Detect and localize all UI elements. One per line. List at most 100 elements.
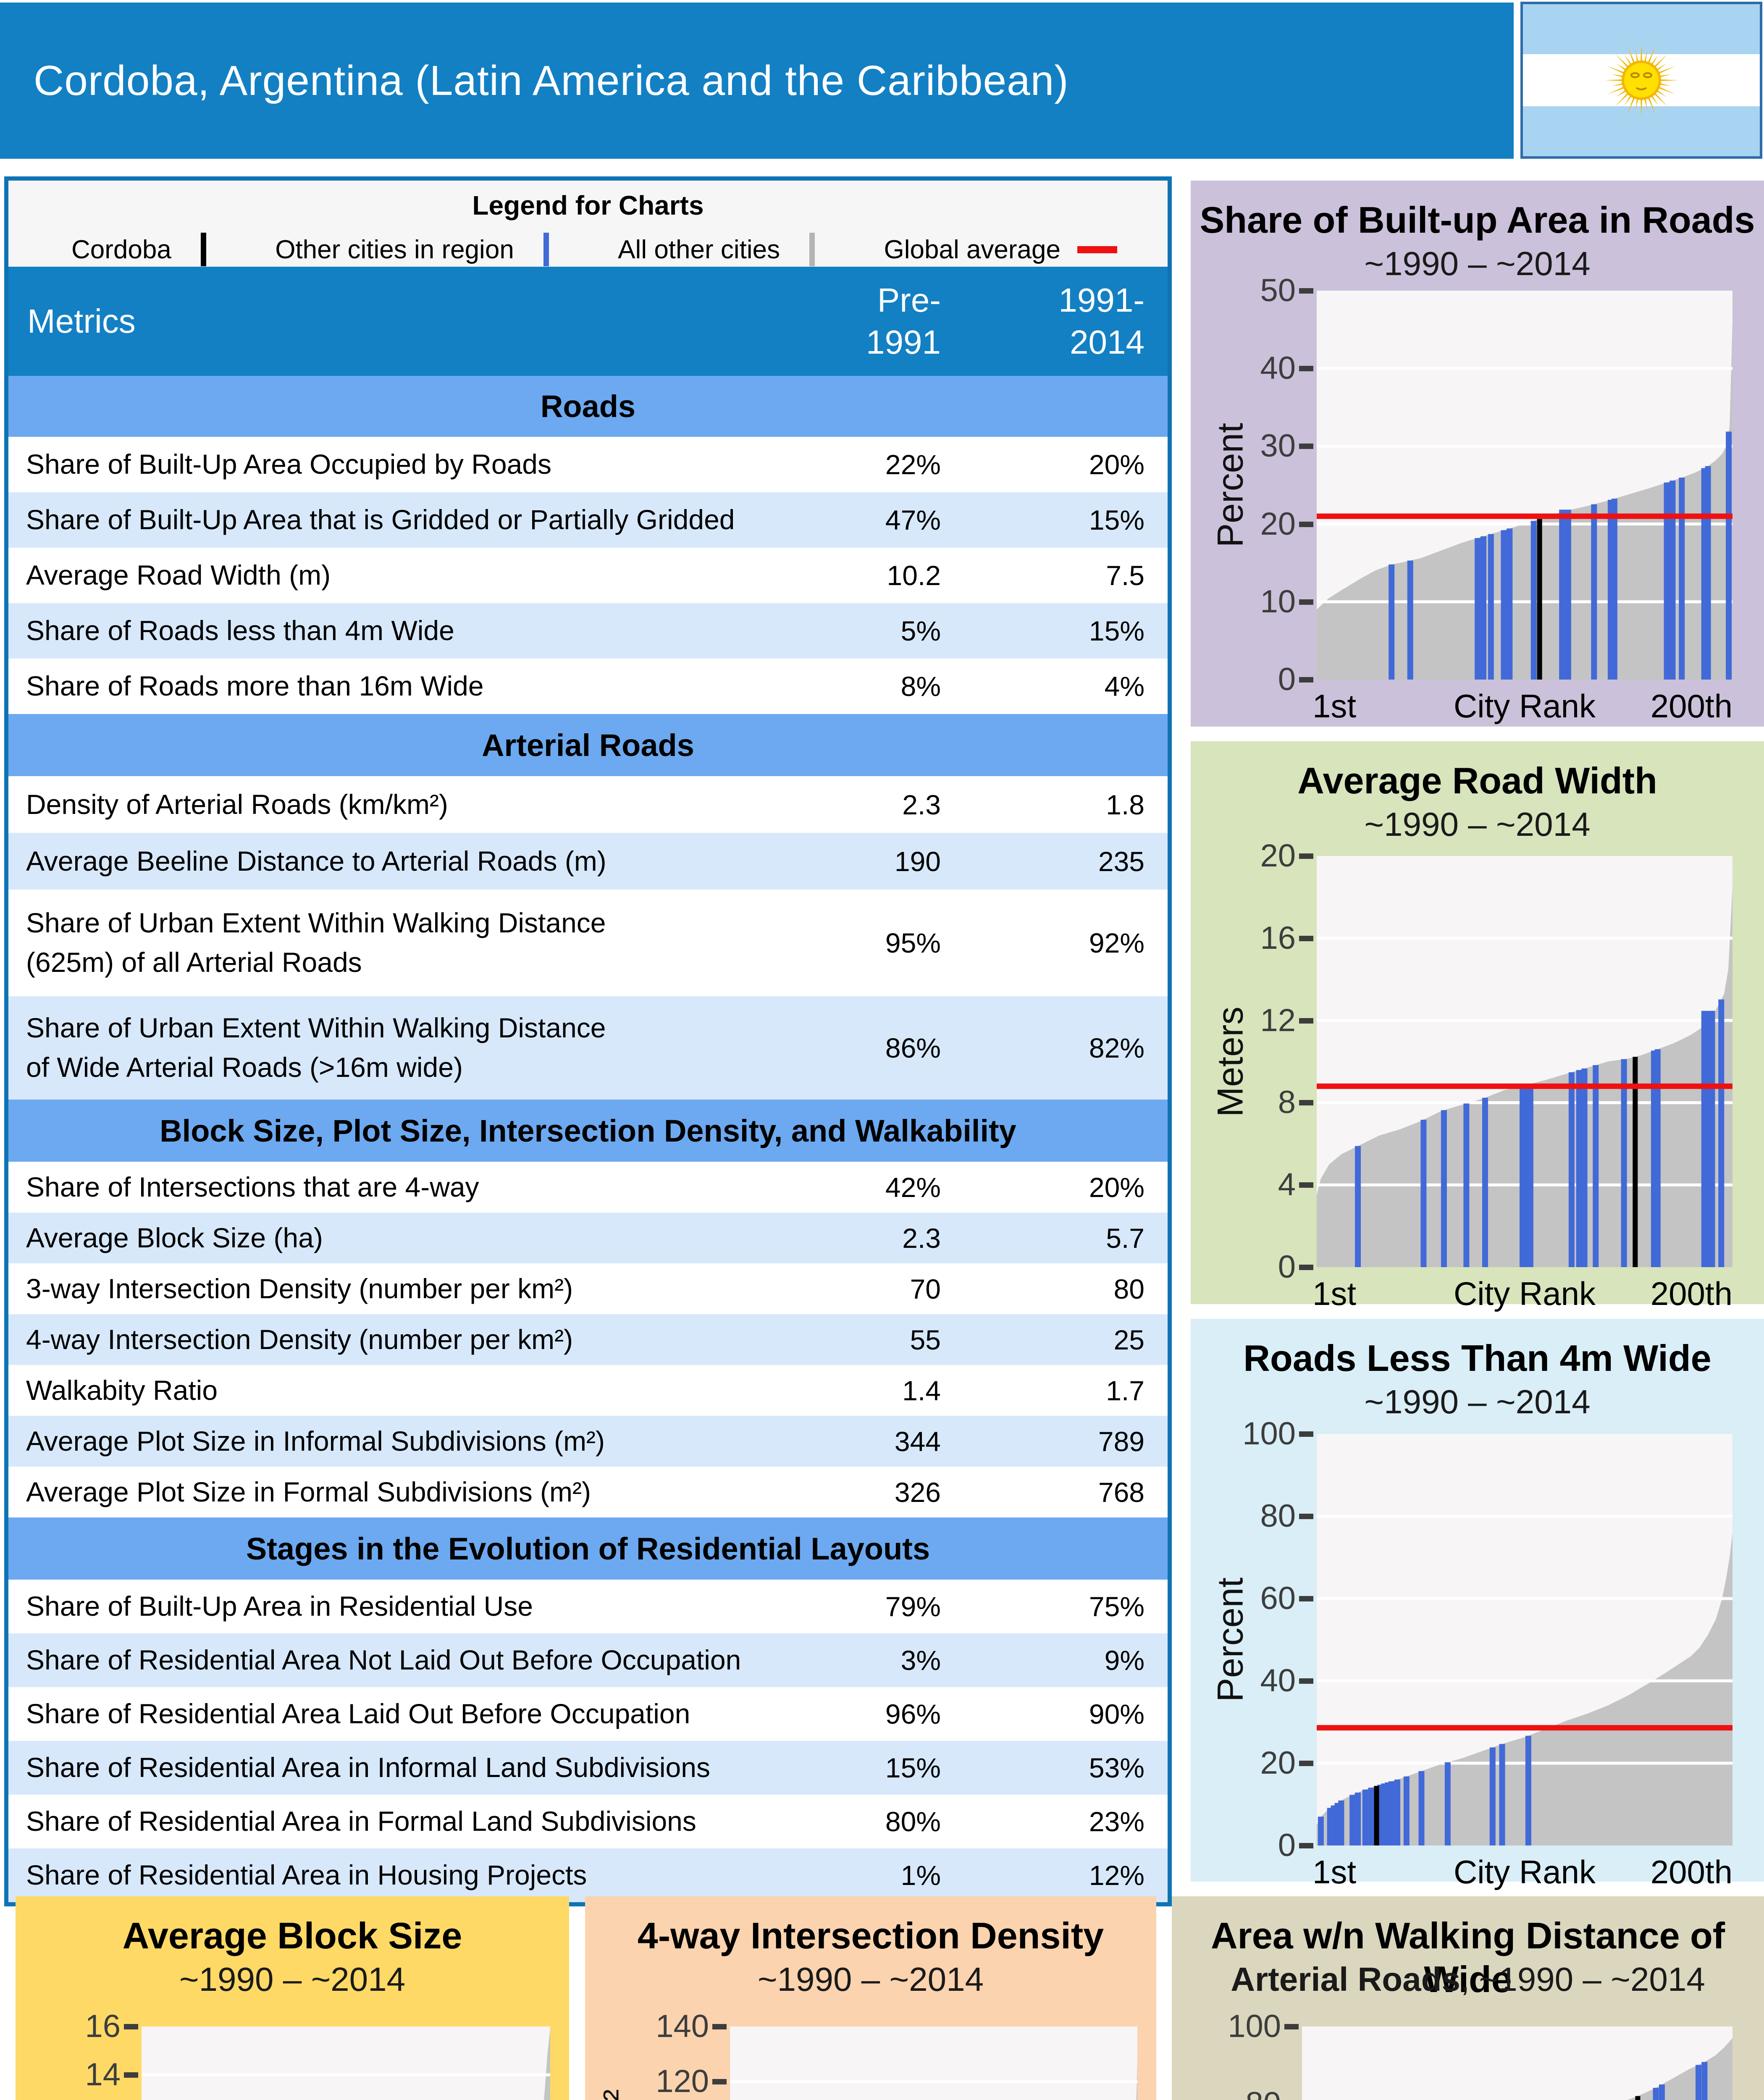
column-header-pre-1991: Pre- 1991 [866, 281, 941, 361]
y-tick-mark [1299, 599, 1313, 605]
metric-value-1991-2014: 768 [1098, 1476, 1144, 1508]
metric-label: Average Block Size (ha) [26, 1222, 323, 1253]
section-header: Block Size, Plot Size, Intersection Dens… [8, 1100, 1168, 1162]
chart-subtitle: ~1990 – ~2014 [757, 1961, 984, 1998]
chart-panel-4-way-intersection-density: 4-way Intersection Density~1990 – ~2014N… [585, 1896, 1156, 2100]
metric-value-pre-1991: 55 [910, 1324, 941, 1355]
metric-label: Share of Built-Up Area that is Gridded o… [26, 504, 735, 536]
metric-value-1991-2014: 15% [1089, 504, 1144, 536]
metric-value-1991-2014: 20% [1089, 449, 1144, 480]
metric-value-1991-2014: 53% [1089, 1752, 1144, 1783]
rank-distribution-plot-share-built-up-area-in-roads [1317, 291, 1732, 680]
metric-value-1991-2014: 5.7 [1106, 1222, 1144, 1254]
legend-label: Global average [884, 235, 1061, 264]
table-row: Share of Residential Area Laid Out Befor… [8, 1687, 1168, 1741]
metric-value-pre-1991: 22% [885, 449, 941, 480]
metric-label: Share of Urban Extent Within Walking Dis… [26, 1012, 606, 1083]
y-tick-mark [1299, 521, 1313, 527]
x-label-last: 200th [1650, 1275, 1732, 1312]
chart-subtitle: ~1990 – ~2014 [179, 1961, 406, 1998]
rank-distribution-plot-average-road-width [1317, 856, 1732, 1267]
metric-value-pre-1991: 10.2 [887, 560, 941, 591]
y-tick-label: 4 [1278, 1167, 1296, 1203]
y-tick-label: 100 [1228, 2008, 1281, 2044]
table-row: Share of Roads less than 4m Wide 5% 15% [8, 603, 1168, 659]
rank-distribution-plot-average-block-size [142, 2026, 550, 2100]
global-average-dash-icon [1077, 246, 1117, 253]
metric-value-pre-1991: 344 [894, 1425, 941, 1457]
y-tick-mark [712, 2079, 727, 2085]
section-header: Stages in the Evolution of Residential L… [8, 1517, 1168, 1580]
metric-value-1991-2014: 90% [1089, 1698, 1144, 1730]
y-tick-mark [1299, 1596, 1313, 1601]
section-header: Arterial Roads [8, 714, 1168, 776]
metric-value-1991-2014: 9% [1104, 1645, 1144, 1676]
y-tick-label: 0 [1278, 1249, 1296, 1285]
metric-label: Share of Built-Up Area Occupied by Roads [26, 449, 552, 480]
legend-label: Other cities in region [275, 235, 514, 264]
y-tick-label: 0 [1278, 1827, 1296, 1863]
x-label-first: 1st [1312, 1853, 1357, 1890]
chart-subtitle-inline: , ~1990 – ~2014 [1460, 1961, 1705, 1998]
chart-title-line2: Arterial Roads [1231, 1961, 1461, 1998]
metric-label: Average Road Width (m) [26, 559, 331, 591]
y-tick-mark [1299, 1761, 1313, 1766]
metric-value-1991-2014: 80 [1113, 1273, 1144, 1305]
metric-value-pre-1991: 2.3 [902, 1222, 941, 1254]
table-row: Share of Residential Area in Formal Land… [8, 1795, 1168, 1848]
metric-value-pre-1991: 42% [885, 1171, 941, 1203]
chart-panel-area-within-walking-distance-wide-arterials: Area w/n Walking Distance of Wide Arteria… [1172, 1896, 1764, 2100]
table-row: Share of Roads more than 16m Wide 8% 4% [8, 659, 1168, 714]
y-tick-label: 140 [656, 2008, 709, 2044]
metric-value-pre-1991: 1.4 [902, 1375, 941, 1406]
table-row: Share of Built-Up Area that is Gridded o… [8, 492, 1168, 548]
metric-value-1991-2014: 1.8 [1106, 789, 1144, 820]
metric-value-pre-1991: 86% [885, 1032, 941, 1063]
table-row: Average Beeline Distance to Arterial Roa… [8, 833, 1168, 890]
metric-value-pre-1991: 1% [900, 1860, 941, 1891]
x-label-axis-title: City Rank [1453, 688, 1596, 724]
metric-label: Average Beeline Distance to Arterial Roa… [26, 845, 606, 877]
metric-value-pre-1991: 96% [885, 1698, 941, 1730]
metric-value-pre-1991: 326 [894, 1476, 941, 1508]
metrics-table: Roads Share of Built-Up Area Occupied by … [8, 376, 1168, 1902]
y-tick-mark [1299, 1843, 1313, 1848]
x-label-first: 1st [1312, 1275, 1357, 1312]
y-tick-label: 30 [1260, 428, 1296, 464]
metric-label: Average Plot Size in Formal Subdivisions… [26, 1476, 591, 1507]
y-tick-label: 8 [1278, 1084, 1296, 1121]
metric-label: Share of Residential Area in Informal La… [26, 1752, 710, 1783]
metric-value-1991-2014: 12% [1089, 1860, 1144, 1891]
table-row: Average Plot Size in Formal Subdivisions… [8, 1467, 1168, 1517]
table-row: Share of Residential Area in Informal La… [8, 1741, 1168, 1795]
y-tick-mark [1299, 1431, 1313, 1437]
table-header-row: Metrics Pre- 1991 1991- 2014 [8, 267, 1168, 376]
chart-subtitle: ~1990 – ~2014 [1364, 806, 1591, 843]
metric-label: Share of Residential Area in Formal Land… [26, 1806, 696, 1837]
y-tick-mark [1299, 1265, 1313, 1270]
metric-value-pre-1991: 79% [885, 1591, 941, 1622]
table-row: Share of Built-Up Area Occupied by Roads… [8, 437, 1168, 492]
metric-label: Share of Intersections that are 4-way [26, 1171, 479, 1202]
y-tick-mark [1299, 1182, 1313, 1188]
metric-label: Share of Built-Up Area in Residential Us… [26, 1591, 533, 1622]
page-title: Cordoba, Argentina (Latin America and th… [34, 57, 1069, 104]
y-tick-mark [1299, 1514, 1313, 1519]
chart-title: Share of Built-up Area in Roads [1200, 199, 1755, 241]
table-row: 4-way Intersection Density (number per k… [8, 1314, 1168, 1365]
y-tick-label: 40 [1260, 1663, 1296, 1698]
y-tick-mark [1299, 677, 1313, 682]
metric-value-pre-1991: 70 [910, 1273, 941, 1305]
y-tick-label: 12 [1260, 1002, 1296, 1038]
legend-label: Cordoba [71, 235, 171, 264]
chart-title: Roads Less Than 4m Wide [1243, 1337, 1712, 1379]
chart-legend: Legend for Charts Cordoba Other cities i… [8, 181, 1168, 267]
table-row: Average Block Size (ha) 2.3 5.7 [8, 1213, 1168, 1263]
y-tick-mark [124, 2072, 138, 2078]
metric-value-pre-1991: 15% [885, 1752, 941, 1783]
y-tick-mark [1299, 366, 1313, 372]
metric-value-1991-2014: 4% [1104, 671, 1144, 702]
legend-label: All other cities [618, 235, 780, 264]
metric-label: Walkabity Ratio [26, 1374, 218, 1406]
y-tick-mark [1299, 853, 1313, 859]
